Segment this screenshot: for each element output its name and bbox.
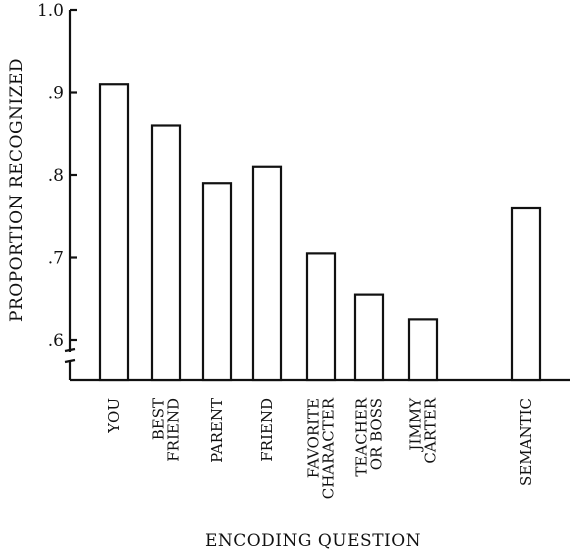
- x-tick-label: OR BOSS: [368, 398, 386, 470]
- x-tick-label: CARTER: [422, 397, 440, 463]
- x-tick-label: BEST: [150, 398, 168, 440]
- axis-break-mark: [64, 347, 76, 364]
- bars: [98, 83, 542, 382]
- x-tick-label: YOU: [105, 398, 123, 434]
- x-axis-title: ENCODING QUESTION: [205, 531, 421, 551]
- x-tick-label: JIMMY: [407, 397, 425, 453]
- x-tick-label: FRIEND: [165, 398, 183, 462]
- bar: [407, 318, 439, 382]
- bar: [510, 206, 542, 382]
- y-axis-title: PROPORTION RECOGNIZED: [7, 58, 27, 322]
- x-tick-label: TEACHER: [353, 397, 371, 476]
- x-tick-label: PARENT: [208, 398, 226, 463]
- y-tick-label: 1.0: [37, 1, 64, 21]
- bar: [98, 83, 130, 382]
- x-tick-label: CHARACTER: [320, 397, 338, 499]
- bar: [353, 293, 385, 382]
- bar: [305, 252, 337, 382]
- y-tick-label: .7: [48, 249, 64, 269]
- bar: [201, 182, 233, 382]
- y-tick-label: .8: [48, 166, 64, 186]
- bar: [251, 165, 283, 382]
- bar: [150, 124, 182, 382]
- x-tick-label: FRIEND: [258, 398, 276, 462]
- x-tick-label: FAVORITE: [305, 398, 323, 478]
- y-tick-label: .6: [48, 331, 64, 351]
- x-tick-label: SEMANTIC: [517, 398, 535, 486]
- y-tick-label: .9: [48, 84, 64, 104]
